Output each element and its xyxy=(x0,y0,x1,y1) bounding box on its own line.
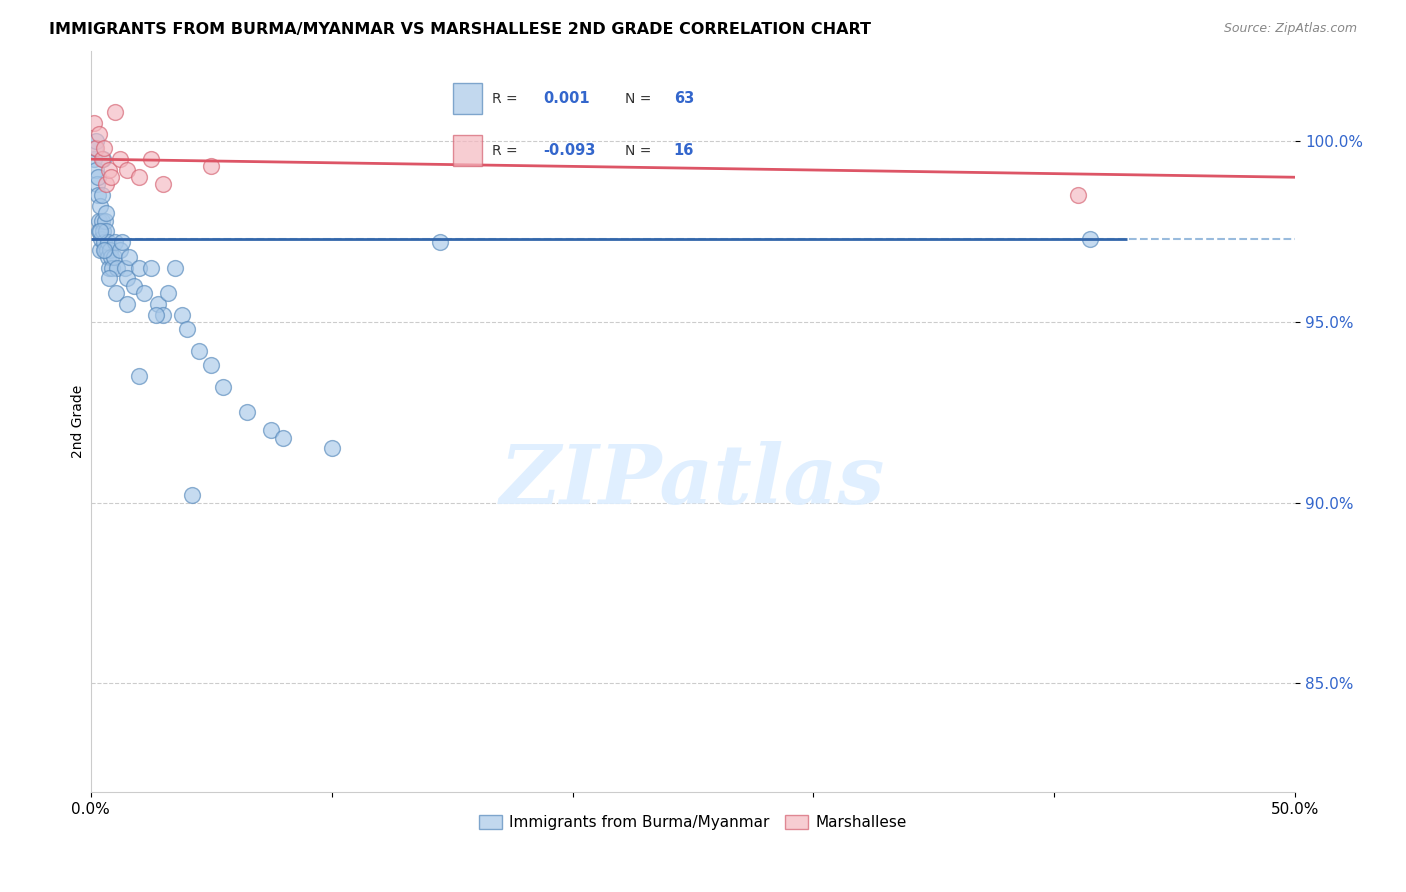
Point xyxy=(176,322,198,336)
Point xyxy=(84,141,107,155)
Point xyxy=(90,188,112,202)
Point xyxy=(115,163,138,178)
Point xyxy=(165,260,187,275)
Point xyxy=(429,235,451,250)
Point xyxy=(96,243,118,257)
Point xyxy=(111,235,134,250)
Point xyxy=(156,285,179,300)
Point xyxy=(83,116,105,130)
Point xyxy=(128,170,150,185)
Y-axis label: 2nd Grade: 2nd Grade xyxy=(72,384,86,458)
Point xyxy=(103,250,125,264)
Point xyxy=(89,225,111,239)
Point xyxy=(84,163,107,178)
Point xyxy=(200,160,222,174)
Point xyxy=(128,260,150,275)
Point xyxy=(89,243,111,257)
Point xyxy=(115,297,138,311)
Point xyxy=(115,271,138,285)
Point xyxy=(90,152,112,166)
Point xyxy=(236,405,259,419)
Point xyxy=(91,225,114,239)
Point xyxy=(100,170,122,185)
Point xyxy=(90,232,112,246)
Point xyxy=(104,235,127,250)
Point xyxy=(93,243,115,257)
Point xyxy=(105,285,128,300)
Point xyxy=(96,225,118,239)
Point xyxy=(122,278,145,293)
Point xyxy=(200,358,222,372)
Point xyxy=(172,308,194,322)
Point xyxy=(84,141,107,155)
Point xyxy=(94,213,117,227)
Point xyxy=(260,423,283,437)
Point xyxy=(181,488,204,502)
Text: IMMIGRANTS FROM BURMA/MYANMAR VS MARSHALLESE 2ND GRADE CORRELATION CHART: IMMIGRANTS FROM BURMA/MYANMAR VS MARSHAL… xyxy=(49,22,872,37)
Point xyxy=(132,285,155,300)
Point xyxy=(97,163,120,178)
Point xyxy=(139,152,162,166)
Point xyxy=(108,152,131,166)
Point xyxy=(97,235,120,250)
Point xyxy=(1067,188,1090,202)
Point xyxy=(87,213,110,227)
Point xyxy=(145,308,167,322)
Point xyxy=(118,250,141,264)
Point xyxy=(89,225,111,239)
Point xyxy=(83,152,105,166)
Point xyxy=(86,178,108,192)
Point xyxy=(98,243,121,257)
Point xyxy=(84,134,107,148)
Point xyxy=(108,243,131,257)
Point xyxy=(89,127,111,141)
Point xyxy=(97,271,120,285)
Point xyxy=(104,105,127,120)
Point xyxy=(273,431,295,445)
Point xyxy=(100,250,122,264)
Text: ZIPatlas: ZIPatlas xyxy=(501,441,886,521)
Point xyxy=(93,235,115,250)
Point xyxy=(96,178,118,192)
Point xyxy=(152,178,174,192)
Point xyxy=(152,308,174,322)
Point xyxy=(105,260,128,275)
Point xyxy=(97,250,120,264)
Point xyxy=(114,260,136,275)
Point xyxy=(86,188,108,202)
Point xyxy=(87,170,110,185)
Point xyxy=(94,206,117,220)
Point xyxy=(128,369,150,384)
Point xyxy=(89,199,111,213)
Point xyxy=(91,152,114,166)
Point xyxy=(101,260,124,275)
Point xyxy=(139,260,162,275)
Point xyxy=(321,442,343,456)
Text: Source: ZipAtlas.com: Source: ZipAtlas.com xyxy=(1223,22,1357,36)
Point xyxy=(148,297,170,311)
Point xyxy=(91,213,114,227)
Point xyxy=(188,343,211,358)
Point xyxy=(93,141,115,155)
Legend: Immigrants from Burma/Myanmar, Marshallese: Immigrants from Burma/Myanmar, Marshalle… xyxy=(472,809,912,836)
Point xyxy=(1080,232,1102,246)
Point xyxy=(94,243,117,257)
Point xyxy=(212,380,235,394)
Point xyxy=(97,260,120,275)
